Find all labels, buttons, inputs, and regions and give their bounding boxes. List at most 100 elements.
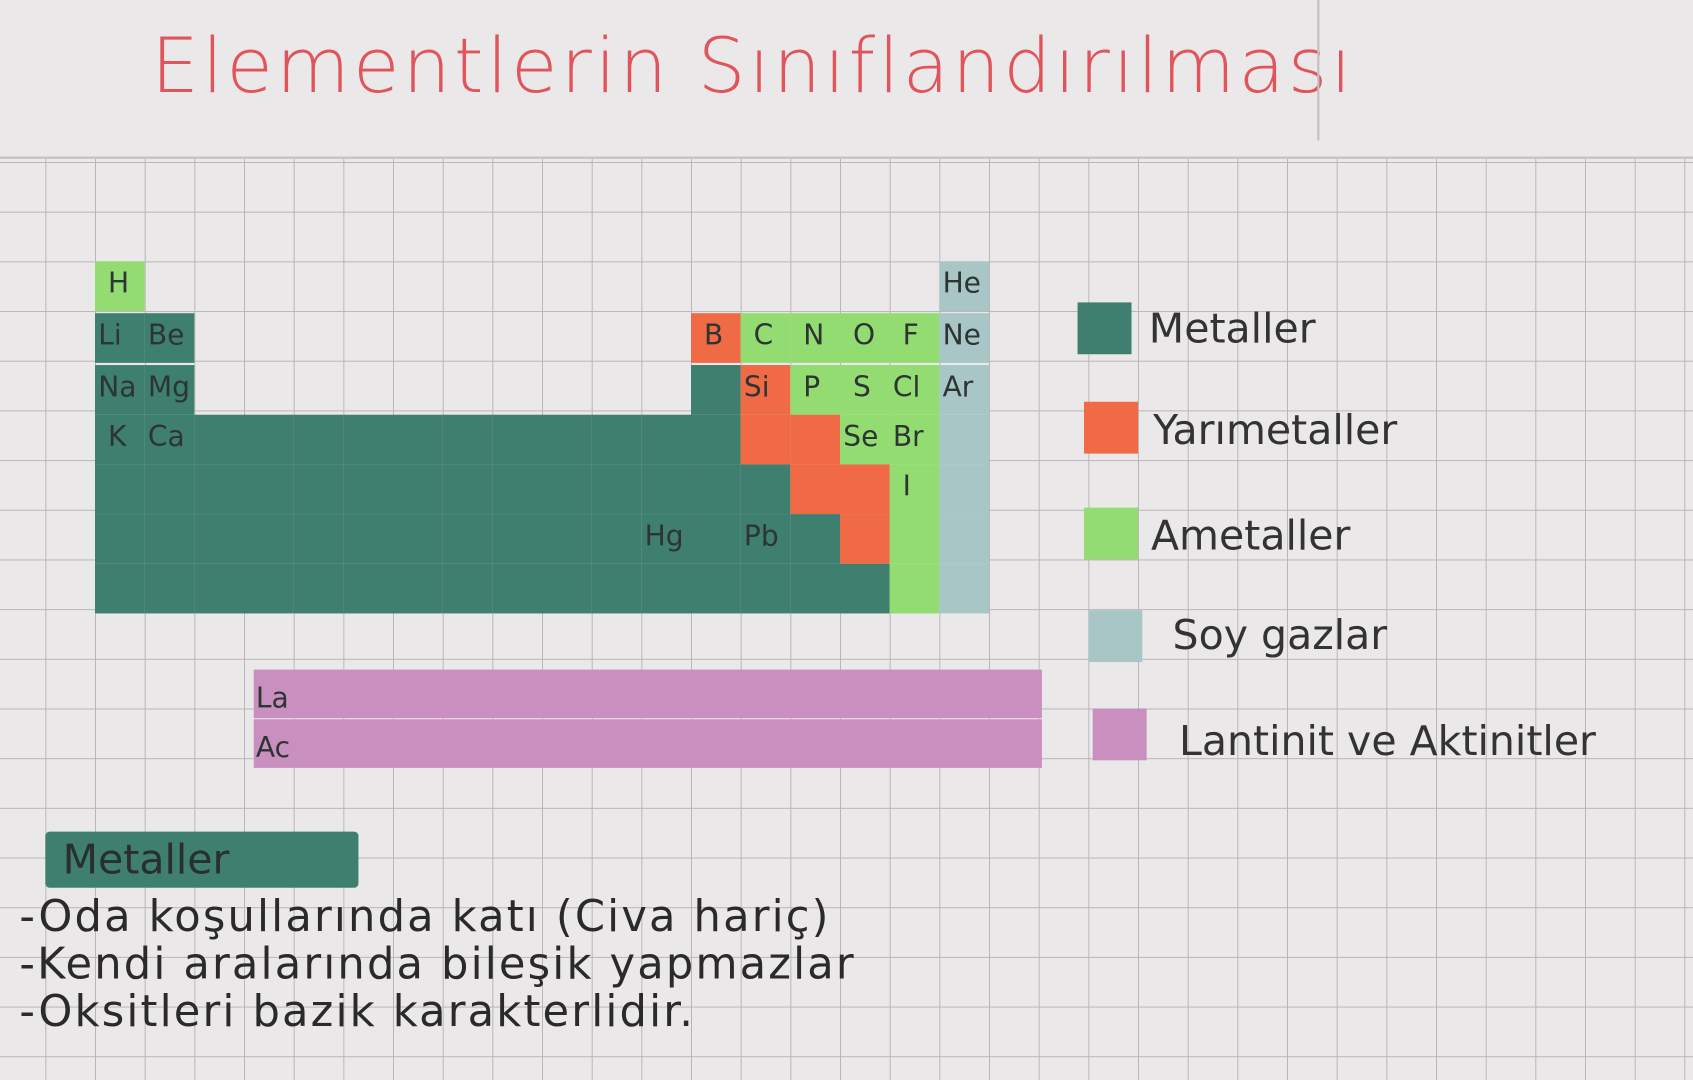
element-symbol: Be bbox=[147, 319, 185, 353]
element-cell-metal bbox=[343, 464, 394, 515]
element-cell-metal bbox=[95, 563, 145, 614]
element-cell-metal bbox=[343, 414, 394, 465]
element-cell-metal bbox=[641, 514, 692, 564]
legend-label-lanthanide-actinide: Lantinit ve Aktinitler bbox=[1179, 717, 1596, 765]
element-symbol: S bbox=[852, 371, 871, 404]
lanthanide-row bbox=[253, 669, 1042, 719]
element-cell-metal bbox=[691, 563, 741, 614]
element-cell-metal bbox=[144, 313, 195, 363]
element-cell-metal bbox=[591, 563, 642, 614]
element-cell-metal bbox=[740, 464, 791, 515]
element-symbol: O bbox=[852, 319, 876, 353]
element-cell-metal bbox=[144, 514, 195, 564]
element-cell-metal bbox=[343, 514, 394, 564]
legend-label-nonmetal: Ametaller bbox=[1150, 511, 1351, 560]
actinium-label: Ac bbox=[255, 732, 291, 765]
element-symbol: C bbox=[753, 319, 774, 353]
element-symbol: I bbox=[902, 470, 911, 504]
element-cell-metal bbox=[790, 563, 841, 614]
element-cell-metal bbox=[144, 414, 195, 465]
element-cell-metal bbox=[492, 414, 543, 465]
element-cell-metal bbox=[194, 464, 245, 515]
element-cell-metal bbox=[393, 464, 443, 515]
element-cell-metal bbox=[293, 464, 344, 515]
legend-label-metal: Metaller bbox=[1148, 304, 1316, 353]
element-cell-metal bbox=[244, 514, 294, 564]
header-band: Elementlerin Sınıflandırılması bbox=[0, 0, 1693, 159]
element-symbol: Pb bbox=[743, 520, 779, 553]
element-cell-nonmetal bbox=[790, 365, 841, 415]
element-cell-metal bbox=[691, 514, 741, 564]
element-symbol: Na bbox=[98, 371, 137, 404]
element-cell-metal bbox=[691, 414, 741, 465]
element-cell-metal bbox=[343, 563, 394, 614]
legend-swatch-noble-gas bbox=[1088, 610, 1143, 663]
actinide-row bbox=[253, 719, 1042, 768]
element-cell-metal bbox=[492, 514, 543, 564]
legend-label-noble-gas: Soy gazlar bbox=[1172, 611, 1388, 659]
element-cell-metal bbox=[95, 514, 145, 564]
element-cell-nonmetal bbox=[790, 313, 841, 363]
element-cell-metal bbox=[740, 563, 791, 614]
element-cell-metal bbox=[144, 365, 195, 415]
element-cell-metal bbox=[95, 414, 145, 465]
element-cell-metal bbox=[542, 414, 592, 465]
legend-label-metalloid: Yarımetaller bbox=[1153, 406, 1398, 454]
element-cell-metal bbox=[442, 563, 493, 614]
element-cell-metal bbox=[244, 464, 294, 515]
element-cell-metal bbox=[144, 464, 195, 515]
section-heading: Metaller bbox=[62, 835, 230, 884]
element-symbol: B bbox=[703, 319, 724, 353]
element-cell-metal bbox=[393, 514, 443, 564]
element-cell-metal bbox=[393, 563, 443, 614]
element-cell-nonmetal bbox=[95, 261, 145, 312]
element-symbol: Hg bbox=[644, 520, 684, 553]
element-cell-metal bbox=[442, 414, 493, 465]
element-cell-nonmetal bbox=[889, 514, 940, 564]
lanthanum-label: La bbox=[255, 682, 289, 715]
element-cell-metal bbox=[840, 563, 890, 614]
element-cell-metal bbox=[492, 464, 543, 515]
element-cell-nonmetal bbox=[740, 313, 791, 363]
note-line: -Oksitleri bazik karakterlidir. bbox=[19, 987, 696, 1037]
element-cell-metal bbox=[442, 514, 493, 564]
element-cell-metal bbox=[691, 464, 741, 515]
element-cell-metal bbox=[790, 514, 841, 564]
legend-swatch-nonmetal bbox=[1084, 507, 1139, 560]
element-symbol: P bbox=[803, 371, 821, 404]
element-symbol: Se bbox=[843, 421, 879, 454]
element-cell-metalloid bbox=[840, 514, 890, 564]
element-symbol: Br bbox=[892, 421, 924, 454]
element-cell-metal bbox=[542, 464, 592, 515]
section-heading-tag: Metaller bbox=[45, 831, 359, 888]
legend-swatch-metalloid bbox=[1084, 401, 1139, 454]
element-cell-metal bbox=[641, 414, 692, 465]
element-cell-metal bbox=[293, 414, 344, 465]
element-symbol: Ca bbox=[147, 421, 185, 454]
legend-swatch-metal bbox=[1077, 302, 1132, 355]
element-cell-nonmetal bbox=[840, 414, 890, 465]
element-cell-metal bbox=[442, 464, 493, 515]
legend-swatch-lanthanide-actinide bbox=[1092, 708, 1147, 761]
element-cell-metalloid bbox=[740, 414, 791, 465]
element-cell-metal bbox=[194, 563, 245, 614]
element-cell-metal bbox=[194, 414, 245, 465]
element-cell-metal bbox=[144, 563, 195, 614]
element-cell-noble-gas bbox=[939, 514, 990, 564]
element-cell-metal bbox=[591, 514, 642, 564]
element-cell-metal bbox=[641, 464, 692, 515]
element-cell-nonmetal bbox=[889, 464, 940, 515]
element-cell-metalloid bbox=[691, 313, 741, 363]
element-symbol: Si bbox=[743, 371, 770, 404]
element-cell-nonmetal bbox=[889, 313, 940, 363]
element-cell-metal bbox=[95, 313, 145, 363]
element-cell-metal bbox=[244, 414, 294, 465]
element-cell-metal bbox=[691, 365, 741, 415]
element-cell-noble-gas bbox=[939, 414, 990, 465]
element-cell-metal bbox=[542, 563, 592, 614]
element-cell-noble-gas bbox=[939, 261, 990, 312]
element-symbol: He bbox=[942, 267, 981, 301]
element-cell-metalloid bbox=[790, 414, 841, 465]
element-cell-metal bbox=[492, 563, 543, 614]
element-cell-metal bbox=[95, 365, 145, 415]
